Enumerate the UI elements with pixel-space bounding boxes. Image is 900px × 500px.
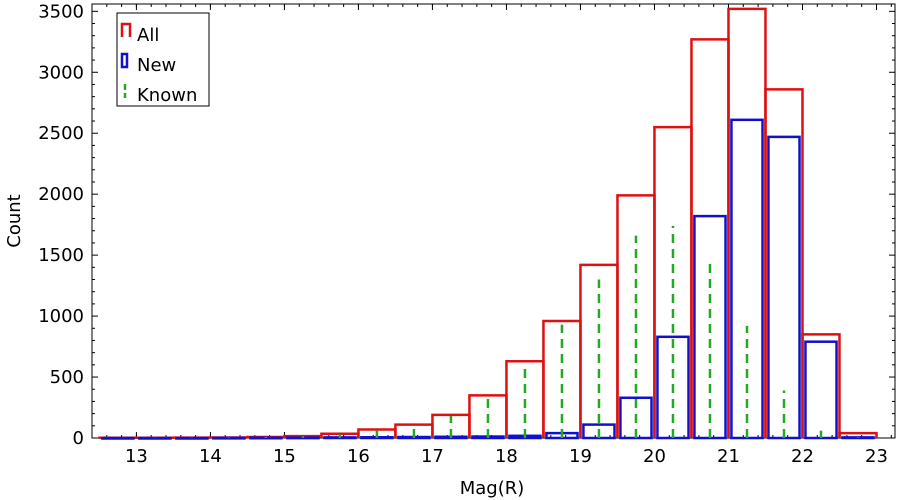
x-tick-label: 20 bbox=[643, 446, 666, 467]
series-new bbox=[101, 118, 875, 440]
y-tick-label: 0 bbox=[73, 428, 84, 449]
bar-new bbox=[101, 436, 135, 440]
x-tick-label: 19 bbox=[569, 446, 592, 467]
legend-known-label: Known bbox=[137, 85, 197, 106]
y-tick-label: 3000 bbox=[38, 62, 84, 83]
series-all bbox=[98, 7, 878, 440]
bar-new bbox=[175, 436, 209, 440]
x-tick-label: 17 bbox=[421, 446, 444, 467]
y-tick-label: 2000 bbox=[38, 184, 84, 205]
y-axis-label: Count bbox=[4, 194, 25, 247]
series-known bbox=[116, 225, 860, 438]
bar-all bbox=[579, 263, 619, 438]
x-tick-label: 13 bbox=[125, 446, 148, 467]
x-tick-label: 18 bbox=[495, 446, 518, 467]
bar-all bbox=[801, 333, 841, 438]
x-tick-label: 14 bbox=[199, 446, 222, 467]
x-tick-labels: 13 14 15 16 17 18 19 20 21 22 23 bbox=[125, 446, 888, 467]
y-tick-label: 2500 bbox=[38, 123, 84, 144]
plot-frame bbox=[91, 3, 896, 439]
y-tick-label: 3500 bbox=[38, 1, 84, 22]
legend: All New Known bbox=[116, 12, 210, 107]
legend-all-swatch bbox=[120, 22, 132, 37]
legend-new-swatch bbox=[120, 52, 129, 69]
y-tick-labels: 0 500 1000 1500 2000 2500 3000 3500 bbox=[38, 1, 84, 449]
x-axis-label: Mag(R) bbox=[460, 478, 525, 499]
bar-new bbox=[138, 436, 172, 440]
bar-all bbox=[764, 88, 804, 438]
y-tick-label: 500 bbox=[50, 367, 84, 388]
y-tick-label: 1500 bbox=[38, 245, 84, 266]
bar-all bbox=[690, 38, 730, 438]
x-tick-label: 16 bbox=[347, 446, 370, 467]
legend-new-label: New bbox=[137, 55, 176, 76]
x-tick-label: 23 bbox=[865, 446, 888, 467]
x-tick-label: 21 bbox=[717, 446, 740, 467]
x-tick-label: 22 bbox=[791, 446, 814, 467]
x-tick-label: 15 bbox=[273, 446, 296, 467]
y-tick-label: 1000 bbox=[38, 306, 84, 327]
axis-ticks bbox=[91, 4, 895, 439]
bar-all bbox=[838, 431, 878, 438]
legend-all-label: All bbox=[137, 25, 159, 46]
legend-box bbox=[116, 12, 210, 107]
bar-new bbox=[804, 340, 838, 440]
